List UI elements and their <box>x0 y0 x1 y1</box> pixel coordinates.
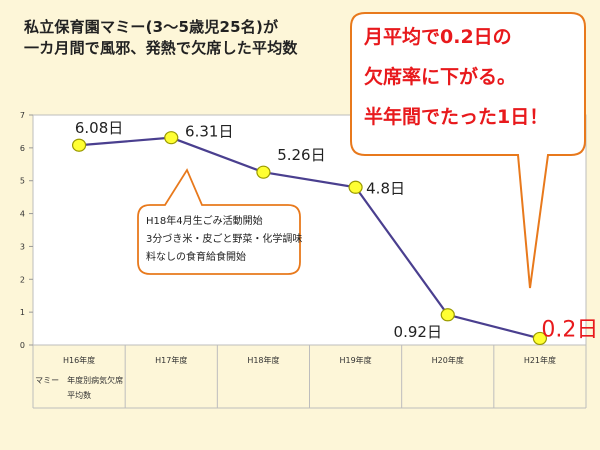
note-line-2: 3分づき米・皮ごと野菜・化学調味 <box>146 234 303 245</box>
y-tick-label: 7 <box>20 111 25 120</box>
data-label: 0.92日 <box>394 323 442 341</box>
data-point <box>348 180 363 194</box>
category-table <box>32 345 587 409</box>
note-callout-box <box>137 168 301 275</box>
y-tick-label: 6 <box>20 144 25 153</box>
x-tick-label: H18年度 <box>247 355 279 365</box>
data-label: 4.8日 <box>366 179 405 197</box>
x-tick-label: H19年度 <box>339 355 371 365</box>
note-line-1: H18年4月生ごみ活動開始 <box>146 216 263 227</box>
x-tick-label: H16年度 <box>63 355 95 365</box>
data-labels: 6.08日 6.31日 5.26日 4.8日 0.92日 0.2日 <box>75 119 599 342</box>
y-tick-label: 3 <box>20 242 25 251</box>
note-line-3: 料なしの食育給食開始 <box>146 252 246 263</box>
data-label: 6.08日 <box>75 119 123 137</box>
callout-line-1: 月平均で0.2日の <box>364 26 512 48</box>
series-line <box>78 136 541 340</box>
highlight-callout-box <box>350 12 586 289</box>
data-label: 5.26日 <box>277 146 325 164</box>
data-point <box>440 308 455 322</box>
series-markers <box>71 131 548 346</box>
x-tick-label: H20年度 <box>432 355 464 365</box>
x-tick-label: H21年度 <box>524 355 556 365</box>
callout-line-3: 半年間でたった1日！ <box>364 106 549 128</box>
y-tick-label: 5 <box>20 177 25 186</box>
y-tick-label: 2 <box>20 275 25 284</box>
data-point <box>256 165 271 179</box>
data-point <box>532 331 548 346</box>
y-tick-label: 4 <box>20 210 25 219</box>
callout-line-2: 欠席率に下がる。 <box>364 66 517 88</box>
data-point <box>71 138 87 152</box>
y-axis: 0 1 2 3 4 5 6 7 <box>20 111 33 350</box>
x-tick-label: H17年度 <box>155 355 187 365</box>
data-label: 0.2日 <box>541 317 598 342</box>
data-label: 6.31日 <box>185 123 233 141</box>
chart-title-line-2: 一カ月間で風邪、発熱で欠席した平均数 <box>24 39 298 57</box>
legend-label-line-2: 平均数 <box>67 390 91 400</box>
y-tick-label: 1 <box>20 308 25 317</box>
chart-title-line-1: 私立保育園マミー(3〜5歳児25名)が <box>24 18 279 36</box>
data-point <box>164 131 179 145</box>
legend-label-line-1: マミー 年度別病気欠席 <box>35 375 123 385</box>
y-tick-label: 0 <box>20 341 25 350</box>
